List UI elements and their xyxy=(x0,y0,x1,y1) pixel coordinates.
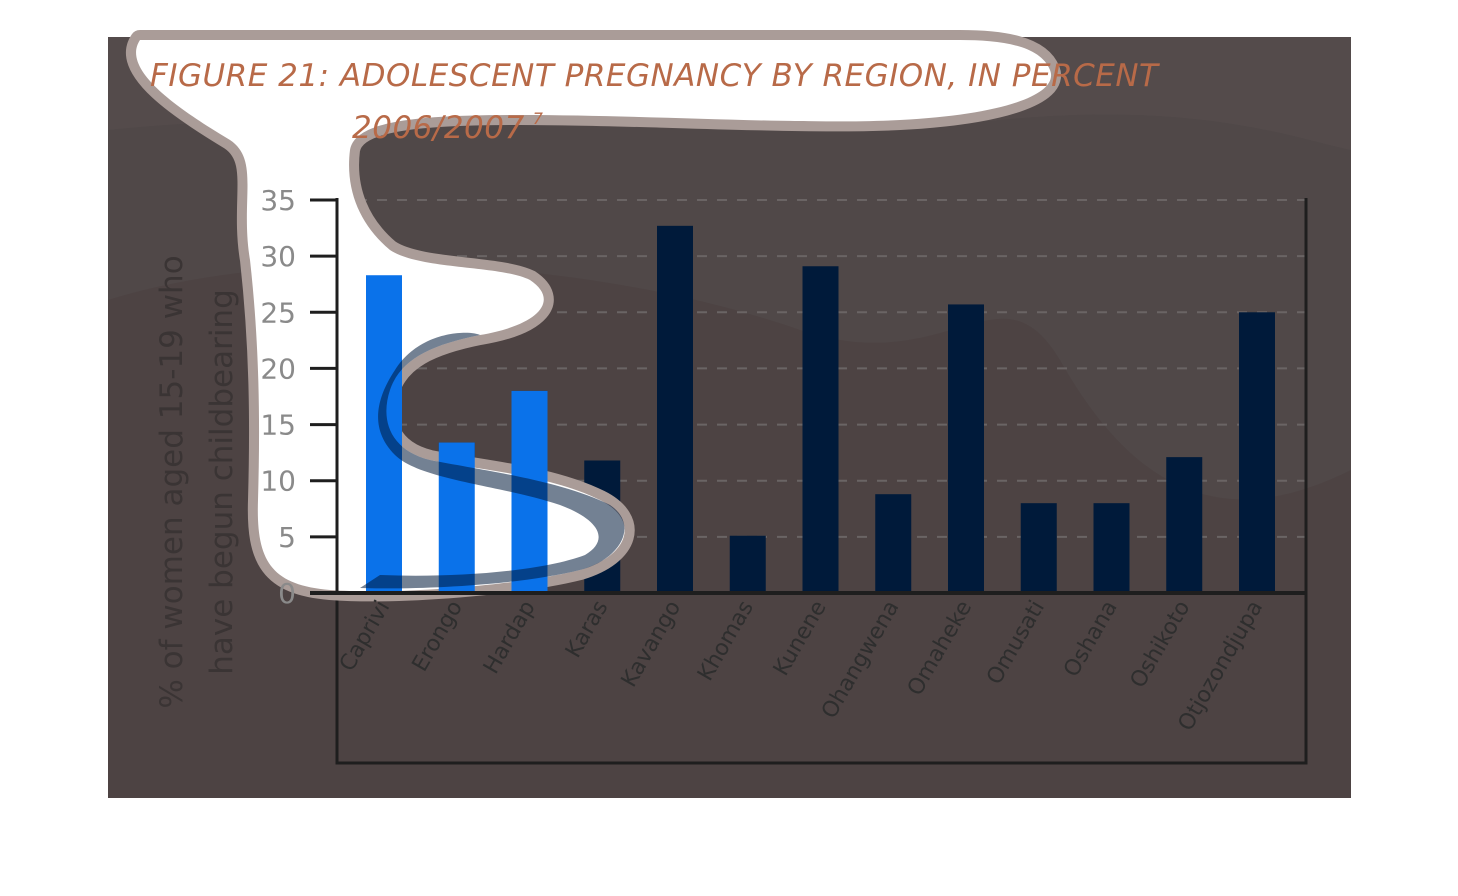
bar-ohangwena xyxy=(875,494,912,593)
chart-title-year: 2006/2007 xyxy=(352,110,525,146)
decorative-shadow-band xyxy=(360,332,625,589)
y-tick-label: 20 xyxy=(260,352,296,385)
y-axis-label-line-1: % of women aged 15-19 who xyxy=(154,255,190,708)
chart-title-superscript: 7 xyxy=(533,109,544,128)
bar-oshikoto xyxy=(1166,457,1203,593)
bar-khomas xyxy=(729,535,766,593)
y-axis-label-line-2: have begun childbearing xyxy=(204,289,240,675)
y-axis-label: % of women aged 15-19 who have begun chi… xyxy=(154,255,240,708)
bar-omaheke xyxy=(948,304,984,593)
background-wave xyxy=(108,264,1351,799)
bar-omusati xyxy=(1020,503,1057,593)
y-tick-label: 15 xyxy=(260,409,296,442)
y-tick-label: 35 xyxy=(260,184,296,217)
chart-title-line-1: FIGURE 21: ADOLESCENT PREGNANCY BY REGIO… xyxy=(150,58,1160,94)
y-tick-label: 10 xyxy=(260,465,296,498)
y-tick-label: 0 xyxy=(278,577,296,610)
y-tick-label: 30 xyxy=(260,240,296,273)
y-tick-label: 25 xyxy=(260,296,296,329)
bar-kunene xyxy=(802,266,839,593)
bar-otjozondjupa xyxy=(1239,312,1275,593)
y-tick-label: 5 xyxy=(278,521,296,554)
axes xyxy=(310,198,1308,595)
y-ticks: 0 5 10 15 20 25 30 35 xyxy=(260,184,337,610)
bar-oshana xyxy=(1093,503,1130,593)
chart-title-line-2: 2006/2007 7 xyxy=(352,109,544,146)
bar-kavango xyxy=(657,225,693,593)
highlighted-bars xyxy=(360,275,625,593)
decorative-overlay xyxy=(136,40,1052,592)
